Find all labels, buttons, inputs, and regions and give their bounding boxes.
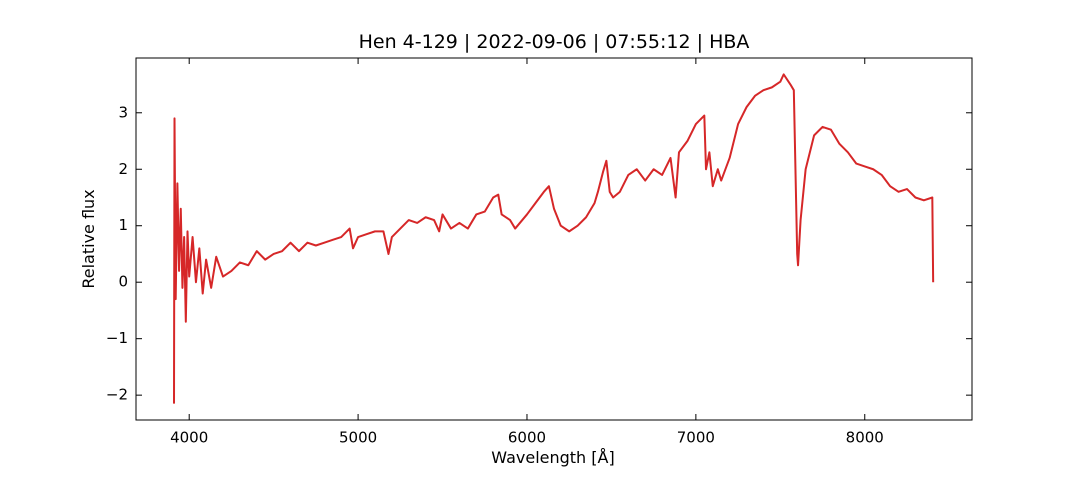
x-tick-label: 6000 <box>508 429 546 447</box>
x-tick-label: 8000 <box>846 429 884 447</box>
x-tick-label: 5000 <box>339 429 377 447</box>
plot-frame <box>135 57 973 421</box>
y-axis-label: Relative flux <box>79 189 98 288</box>
y-tick-label: 0 <box>118 273 128 291</box>
x-axis-label: Wavelength [Å] <box>491 448 614 467</box>
y-tick-label: 2 <box>118 160 128 178</box>
chart-title: Hen 4-129 | 2022-09-06 | 07:55:12 | HBA <box>359 31 750 53</box>
y-tick-label: −1 <box>106 329 128 347</box>
y-tick-label: 1 <box>118 216 128 234</box>
x-tick-label: 4000 <box>170 429 208 447</box>
x-tick-label: 7000 <box>677 429 715 447</box>
y-tick-label: 3 <box>118 103 128 121</box>
y-tick-label: −2 <box>106 386 128 404</box>
spectrum-line <box>173 73 935 404</box>
